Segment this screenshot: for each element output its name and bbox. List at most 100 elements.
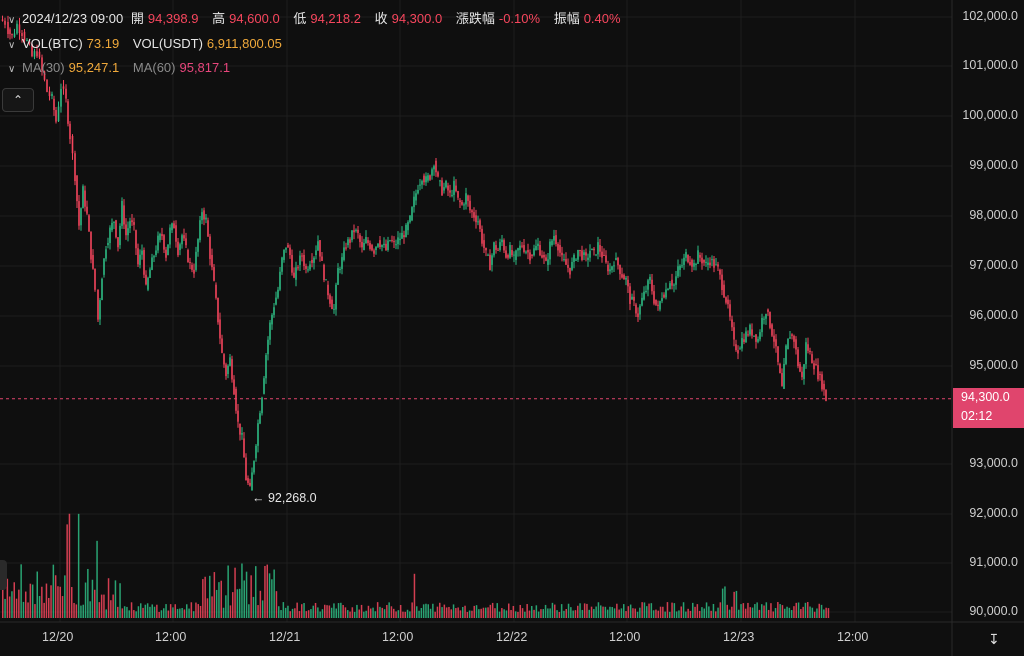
volume-bar	[629, 604, 632, 618]
candle-body	[403, 235, 405, 238]
candle-body	[813, 363, 815, 370]
volume-bar	[533, 609, 535, 618]
reset-scale-icon[interactable]: ↧	[988, 631, 1000, 647]
candle-body	[303, 255, 305, 267]
candle-body	[463, 204, 465, 206]
volume-bar	[519, 604, 521, 618]
candle-body	[547, 259, 549, 265]
ma-info-line: ∨ MA(30) 95,247.1 MA(60) 95,817.1	[8, 59, 240, 79]
candle-body	[495, 245, 497, 250]
candle-body	[62, 86, 65, 89]
volume-bar	[646, 606, 648, 618]
candle-body	[319, 240, 321, 257]
volume-bar	[797, 602, 800, 618]
candle-body	[317, 241, 319, 251]
volume-bar	[395, 611, 397, 618]
candle-body	[655, 299, 657, 305]
candle-body	[727, 299, 729, 305]
volume-bar	[84, 582, 87, 618]
candle-body	[9, 29, 11, 35]
volume-bar	[197, 604, 199, 618]
volume-bar	[643, 602, 646, 618]
candle-body	[267, 339, 269, 355]
volume-bar	[462, 606, 464, 618]
candle-body	[731, 319, 733, 328]
volume-bar	[503, 609, 505, 618]
candle-body	[155, 250, 157, 255]
volume-bar	[818, 603, 820, 618]
candle-body	[747, 334, 749, 336]
volume-bar	[172, 607, 174, 618]
candle-body	[587, 257, 589, 260]
candle-body	[541, 255, 543, 258]
candle-body	[483, 240, 485, 248]
volume-bar	[80, 605, 82, 618]
volume-bar	[597, 602, 600, 618]
candle-body	[637, 313, 639, 318]
close-label: 收	[374, 11, 388, 26]
vol-usdt-value: 6,911,800.05	[206, 36, 282, 51]
volume-bar	[540, 609, 542, 618]
candle-body	[33, 51, 36, 57]
candle-body	[649, 276, 651, 281]
candle-body	[619, 264, 621, 275]
candle-body	[745, 331, 747, 343]
candle-body	[285, 247, 287, 250]
candle-body	[187, 250, 189, 262]
volume-bar	[34, 604, 36, 618]
volume-bar	[169, 604, 172, 618]
candle-body	[549, 241, 551, 260]
volume-bar	[374, 611, 377, 618]
candle-body	[467, 195, 469, 201]
volume-bar	[110, 600, 112, 618]
volume-bar	[103, 594, 105, 618]
candle-body	[291, 255, 293, 273]
candle-body	[777, 346, 779, 362]
candle-body	[579, 250, 581, 252]
volume-bar	[229, 605, 232, 618]
time-tick-label: 12/20	[42, 630, 74, 644]
candle-body	[143, 250, 145, 275]
volume-bar	[671, 602, 673, 618]
volume-bar	[639, 607, 641, 618]
candle-body	[351, 230, 353, 241]
candle-body	[311, 259, 313, 263]
chevron-down-icon[interactable]: ∨	[8, 15, 16, 26]
candle-body	[557, 244, 559, 251]
candle-body	[795, 339, 797, 350]
volume-bar	[827, 608, 830, 618]
volume-bar	[712, 603, 715, 618]
candle-body	[425, 176, 427, 183]
chevron-down-icon[interactable]: ∨	[8, 40, 16, 51]
candle-body	[679, 265, 681, 270]
candle-body	[475, 215, 477, 223]
candle-body	[151, 257, 153, 270]
volume-bar	[61, 596, 64, 618]
candle-body	[331, 299, 333, 310]
chevron-down-icon[interactable]: ∨	[8, 64, 16, 75]
volume-bar	[317, 607, 319, 618]
candle-body	[567, 264, 569, 268]
candle-body	[26, 39, 28, 41]
candle-body	[505, 250, 507, 258]
collapse-button[interactable]: ⌃	[2, 88, 34, 112]
volume-bar	[570, 607, 572, 618]
vol-btc-label: VOL(BTC)	[22, 36, 83, 51]
drag-handle[interactable]	[0, 560, 7, 590]
candle-body	[647, 280, 649, 290]
candle-body	[273, 307, 275, 315]
candle-body	[635, 304, 637, 314]
volume-bar	[501, 608, 503, 618]
candle-body	[633, 296, 635, 301]
candle-body	[261, 397, 263, 414]
volume-bar	[174, 604, 176, 618]
volume-bar	[735, 590, 738, 618]
volume-bar	[577, 605, 579, 618]
candle-body	[575, 259, 577, 261]
candle-body	[521, 245, 523, 247]
volume-bar	[305, 611, 308, 618]
candle-body	[283, 249, 285, 260]
